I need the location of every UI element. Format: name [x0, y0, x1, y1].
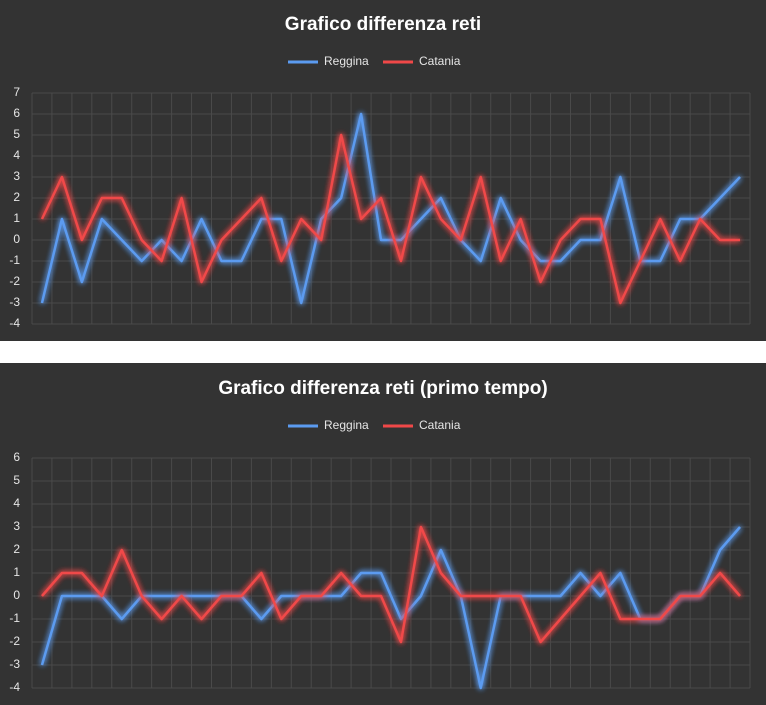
panel-background: [0, 0, 766, 341]
y-tick-label: -4: [9, 680, 20, 694]
y-tick-label: 5: [13, 473, 20, 487]
y-tick-label: -4: [9, 316, 20, 330]
chart-title: Grafico differenza reti: [285, 14, 481, 35]
y-tick-label: 1: [13, 211, 20, 225]
legend-label: Catania: [419, 54, 461, 68]
y-tick-label: 3: [13, 519, 20, 533]
series-line: [40, 112, 741, 305]
series-line: [40, 526, 741, 690]
y-tick-label: 5: [13, 127, 20, 141]
series-line: [41, 525, 741, 644]
series-line: [40, 133, 741, 305]
chart-title: Grafico differenza reti (primo tempo): [218, 378, 547, 399]
y-tick-label: 4: [13, 496, 20, 510]
y-tick-label: 3: [13, 169, 20, 183]
y-tick-label: 2: [13, 190, 20, 204]
legend-label: Reggina: [324, 418, 369, 432]
legend-label: Catania: [419, 418, 461, 432]
y-tick-label: -2: [9, 634, 20, 648]
legend-label: Reggina: [324, 54, 369, 68]
y-tick-label: 7: [13, 85, 20, 99]
y-tick-label: 6: [13, 106, 20, 120]
y-tick-label: -1: [9, 253, 20, 267]
y-tick-label: 0: [13, 588, 20, 602]
y-tick-label: 6: [13, 450, 20, 464]
y-tick-label: 2: [13, 542, 20, 556]
y-tick-label: 0: [13, 232, 20, 246]
y-tick-label: -3: [9, 657, 20, 671]
y-tick-label: -3: [9, 295, 20, 309]
y-tick-label: -2: [9, 274, 20, 288]
y-tick-label: -1: [9, 611, 20, 625]
panel-background: [0, 363, 766, 705]
y-tick-label: 1: [13, 565, 20, 579]
y-tick-label: 4: [13, 148, 20, 162]
